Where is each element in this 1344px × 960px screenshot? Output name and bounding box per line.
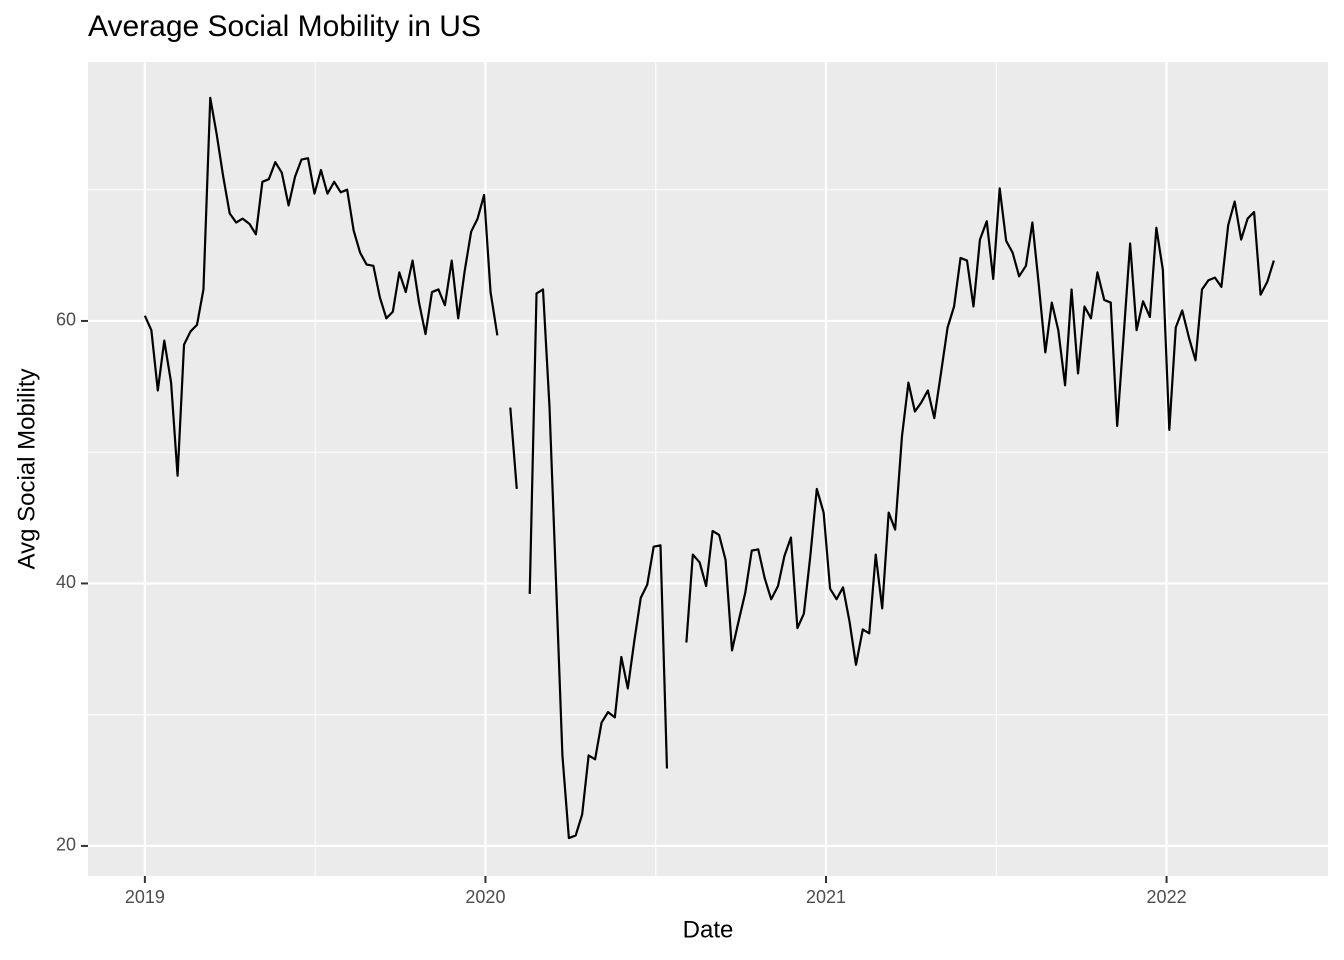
x-tick-label: 2021 bbox=[806, 887, 846, 907]
data-line bbox=[143, 96, 1275, 840]
x-tick-label: 2019 bbox=[125, 887, 165, 907]
x-tick-label: 2020 bbox=[465, 887, 505, 907]
chart-title: Average Social Mobility in US bbox=[88, 10, 481, 43]
y-tick-label: 40 bbox=[56, 572, 76, 592]
y-tick-label: 20 bbox=[56, 835, 76, 855]
y-tick-label: 60 bbox=[56, 310, 76, 330]
x-axis-title: Date bbox=[683, 916, 734, 943]
y-axis-title: Avg Social Mobility bbox=[13, 369, 40, 570]
panel bbox=[88, 62, 1328, 876]
x-tick-label: 2022 bbox=[1147, 887, 1187, 907]
